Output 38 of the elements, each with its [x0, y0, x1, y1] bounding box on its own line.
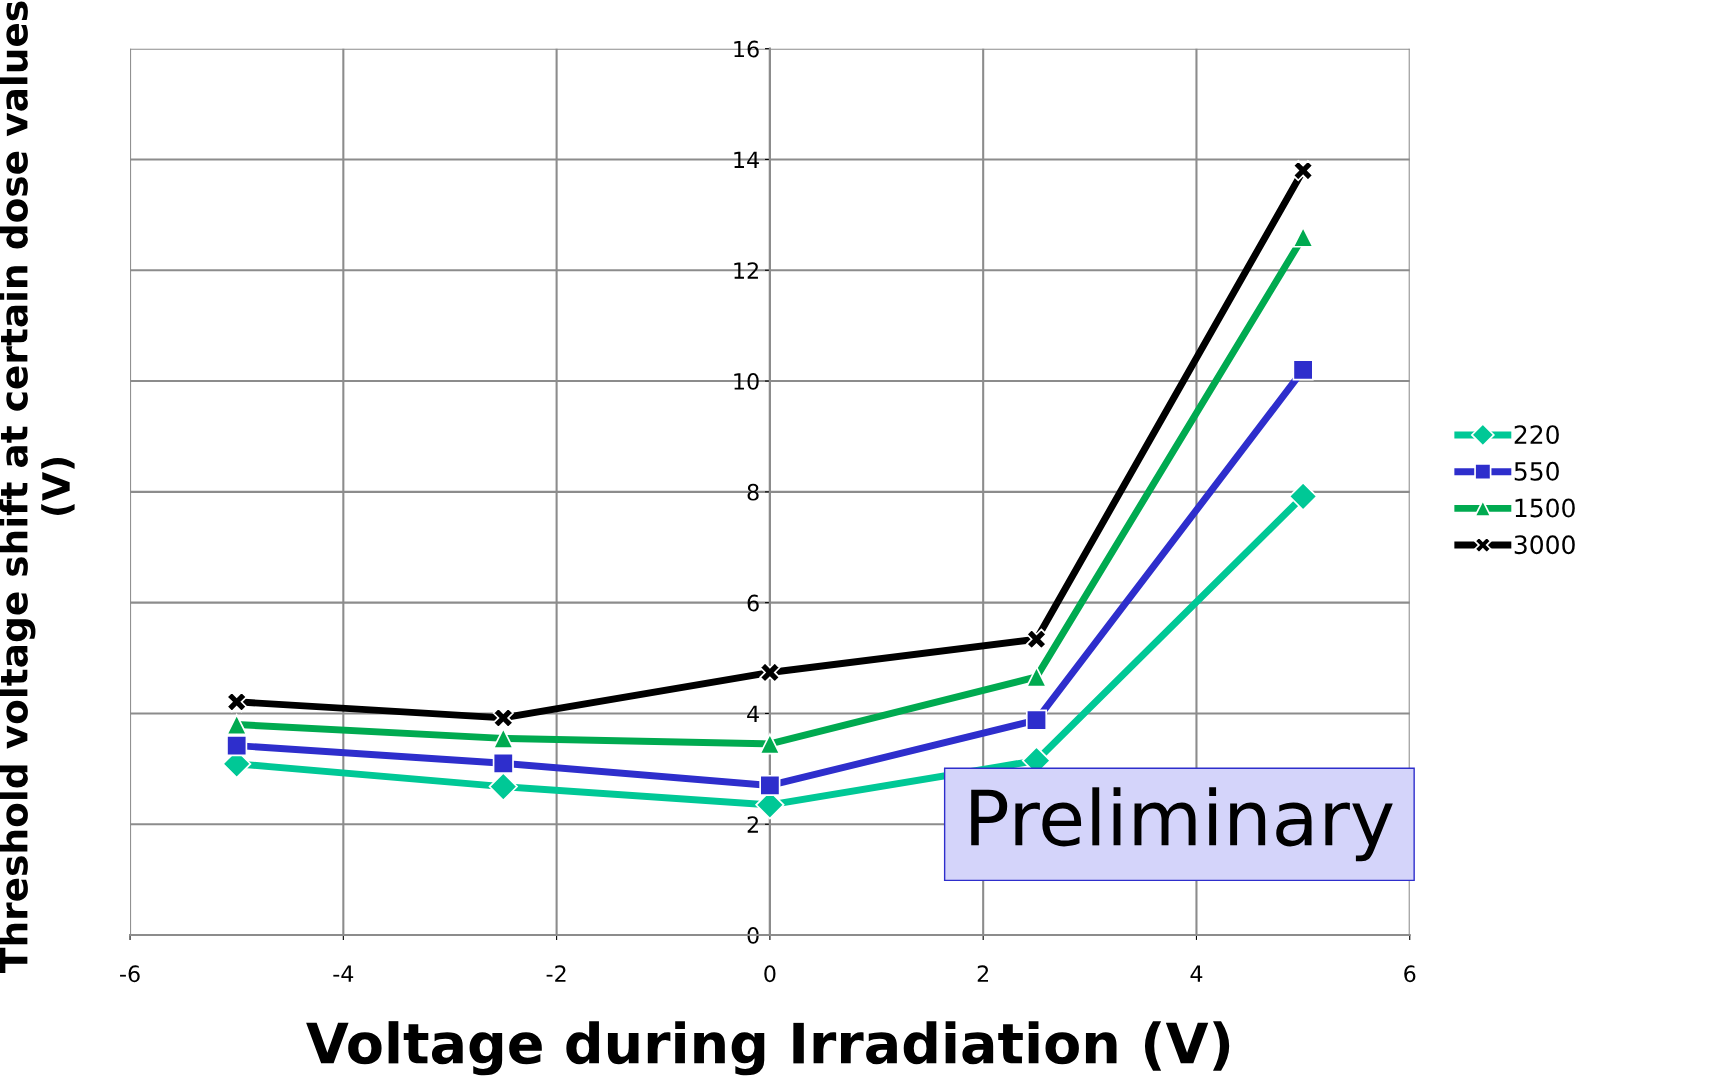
y-tick-label: 2	[747, 816, 758, 833]
x-tick-label: 0	[764, 965, 776, 983]
annotation: Preliminary	[971, 787, 1393, 862]
point	[1292, 159, 1314, 182]
y-tick-label: 10	[734, 373, 759, 390]
point	[488, 772, 518, 802]
x-tick-label: 6	[1404, 965, 1416, 983]
x-tick-label: -4	[333, 965, 354, 982]
y-tick-label: 4	[747, 705, 759, 722]
point	[226, 735, 248, 757]
point	[492, 727, 514, 749]
x-tick-label: 2	[977, 965, 989, 982]
x-tick-label: -2	[546, 965, 566, 982]
legend-label: 3000	[1514, 535, 1575, 555]
point	[1288, 481, 1318, 511]
point	[759, 733, 781, 755]
legend-label: 220	[1514, 425, 1559, 445]
legend-label: 1500	[1515, 498, 1575, 518]
point	[759, 661, 781, 684]
point	[1025, 709, 1048, 731]
point	[492, 752, 514, 774]
x-tick-label: -6	[120, 965, 140, 983]
point	[1292, 359, 1314, 381]
x-tick-label: 4	[1190, 965, 1203, 982]
point	[1292, 226, 1314, 248]
point	[226, 713, 248, 736]
legend-label: 550	[1514, 461, 1559, 481]
point	[492, 707, 514, 729]
y-tick-label: 6	[747, 594, 759, 612]
point	[759, 774, 781, 797]
y-tick-label: 14	[734, 151, 759, 168]
point	[1025, 628, 1048, 650]
point	[1025, 666, 1048, 688]
y-tick-label: 12	[734, 262, 758, 279]
point	[226, 691, 248, 713]
x-axis-title: Voltage during Irradiation (V)	[306, 1021, 1230, 1076]
y-tick-label: 8	[747, 483, 759, 501]
y-tick-label: 16	[734, 40, 759, 58]
